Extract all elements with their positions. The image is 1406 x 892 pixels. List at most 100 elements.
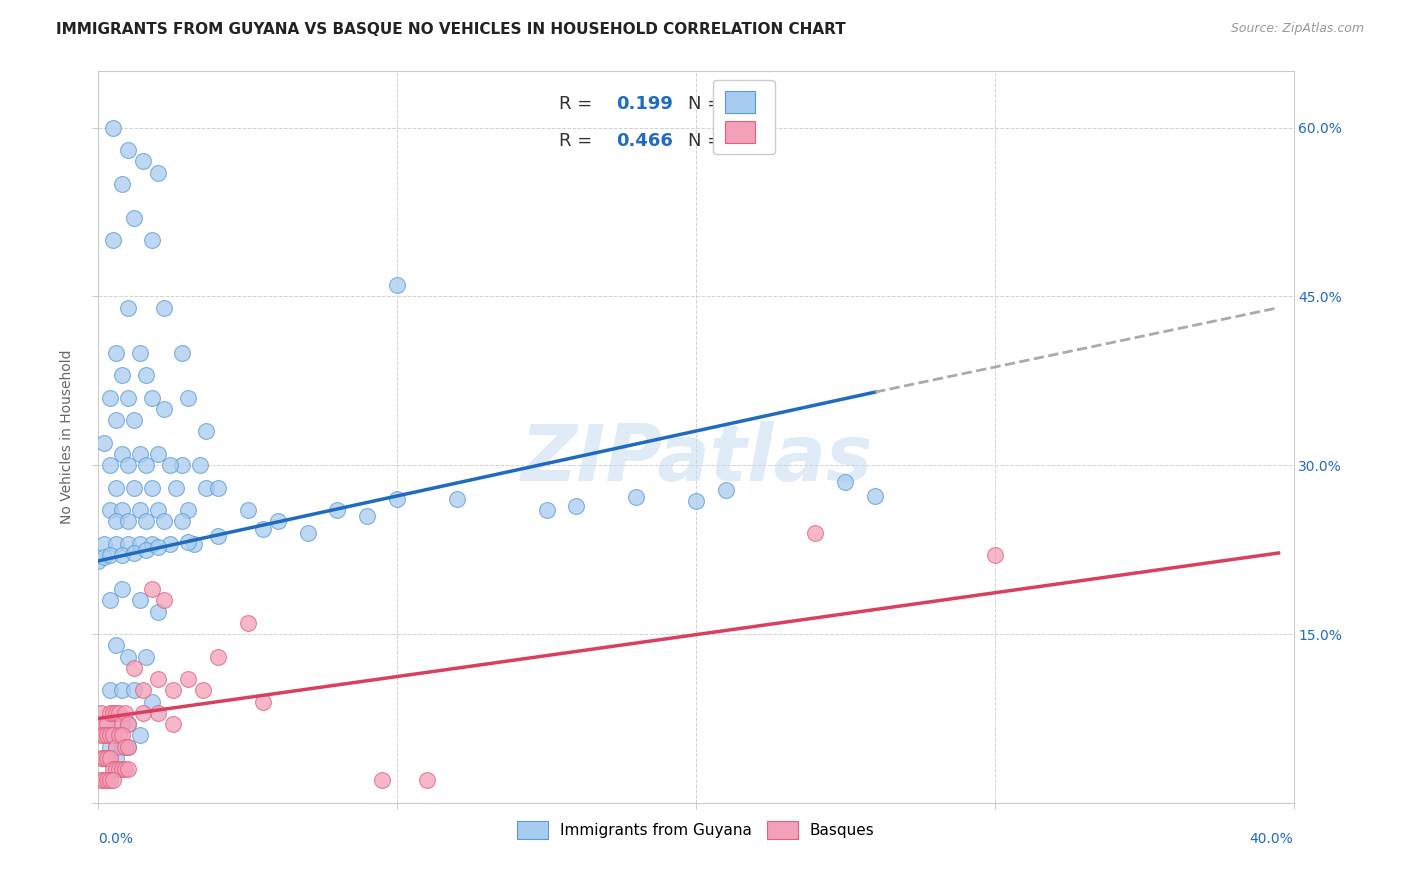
Point [98, 706, 122, 720]
Point [177, 534, 200, 549]
Point [191, 683, 214, 698]
Point [172, 458, 194, 473]
Point [105, 739, 128, 754]
Point [153, 401, 176, 416]
Point [207, 481, 229, 495]
Point [177, 503, 200, 517]
Point [111, 762, 134, 776]
Point [714, 483, 737, 497]
Point [105, 762, 128, 776]
Point [371, 773, 394, 788]
Point [93, 717, 115, 731]
Point [326, 503, 349, 517]
Point [98, 391, 122, 405]
Point [117, 143, 139, 157]
Point [141, 694, 163, 708]
Point [141, 233, 163, 247]
Point [108, 728, 131, 742]
Point [117, 717, 139, 731]
Point [117, 458, 139, 473]
Point [111, 683, 134, 698]
Point [984, 548, 1007, 562]
Point [111, 717, 134, 731]
Point [111, 728, 134, 742]
Point [153, 515, 176, 529]
Legend: Immigrants from Guyana, Basques: Immigrants from Guyana, Basques [509, 814, 883, 847]
Point [98, 503, 122, 517]
Point [114, 739, 136, 754]
Text: IMMIGRANTS FROM GUYANA VS BASQUE NO VEHICLES IN HOUSEHOLD CORRELATION CHART: IMMIGRANTS FROM GUYANA VS BASQUE NO VEHI… [56, 22, 846, 37]
Point [103, 706, 125, 720]
Point [129, 447, 152, 461]
Point [148, 541, 170, 555]
Point [148, 706, 170, 720]
Point [195, 481, 218, 495]
Text: ZIPatlas: ZIPatlas [520, 421, 872, 497]
Point [148, 166, 170, 180]
Point [124, 481, 146, 495]
Point [267, 515, 290, 529]
Point [565, 499, 588, 513]
Point [98, 458, 122, 473]
Point [685, 494, 707, 508]
Point [114, 762, 136, 776]
Point [162, 717, 184, 731]
Point [117, 391, 139, 405]
Point [172, 515, 194, 529]
Point [98, 548, 122, 562]
Text: Source: ZipAtlas.com: Source: ZipAtlas.com [1230, 22, 1364, 36]
Point [98, 773, 122, 788]
Text: N =: N = [688, 132, 727, 150]
Point [105, 345, 128, 359]
Point [124, 413, 146, 427]
Point [129, 593, 152, 607]
Point [111, 368, 134, 383]
Point [105, 481, 128, 495]
Point [446, 491, 468, 506]
Point [135, 542, 157, 557]
Point [124, 546, 146, 560]
Point [105, 638, 128, 652]
Point [183, 537, 205, 551]
Point [124, 661, 146, 675]
Point [207, 529, 229, 543]
Point [207, 649, 229, 664]
Point [236, 615, 259, 630]
Point [111, 582, 134, 596]
Point [804, 525, 827, 540]
Point [177, 672, 200, 686]
Point [141, 481, 163, 495]
Point [105, 739, 128, 754]
Point [96, 728, 118, 742]
Point [98, 751, 122, 765]
Point [132, 683, 155, 698]
Point [103, 728, 125, 742]
Point [111, 503, 134, 517]
Point [129, 537, 152, 551]
Text: 0.199: 0.199 [616, 95, 673, 113]
Point [105, 413, 128, 427]
Point [536, 503, 558, 517]
Point [96, 773, 118, 788]
Point [93, 537, 115, 551]
Point [103, 773, 125, 788]
Point [165, 481, 187, 495]
Point [105, 537, 128, 551]
Point [117, 717, 139, 731]
Point [93, 550, 115, 565]
Point [117, 762, 139, 776]
Point [141, 391, 163, 405]
Point [132, 154, 155, 169]
Point [135, 458, 157, 473]
Text: 0.466: 0.466 [616, 132, 673, 150]
Text: R =: R = [558, 132, 598, 150]
Point [148, 447, 170, 461]
Point [834, 475, 856, 489]
Point [195, 425, 218, 439]
Text: 0.0%: 0.0% [98, 832, 134, 846]
Point [135, 515, 157, 529]
Point [111, 548, 134, 562]
Point [90, 773, 112, 788]
Point [129, 503, 152, 517]
Point [135, 368, 157, 383]
